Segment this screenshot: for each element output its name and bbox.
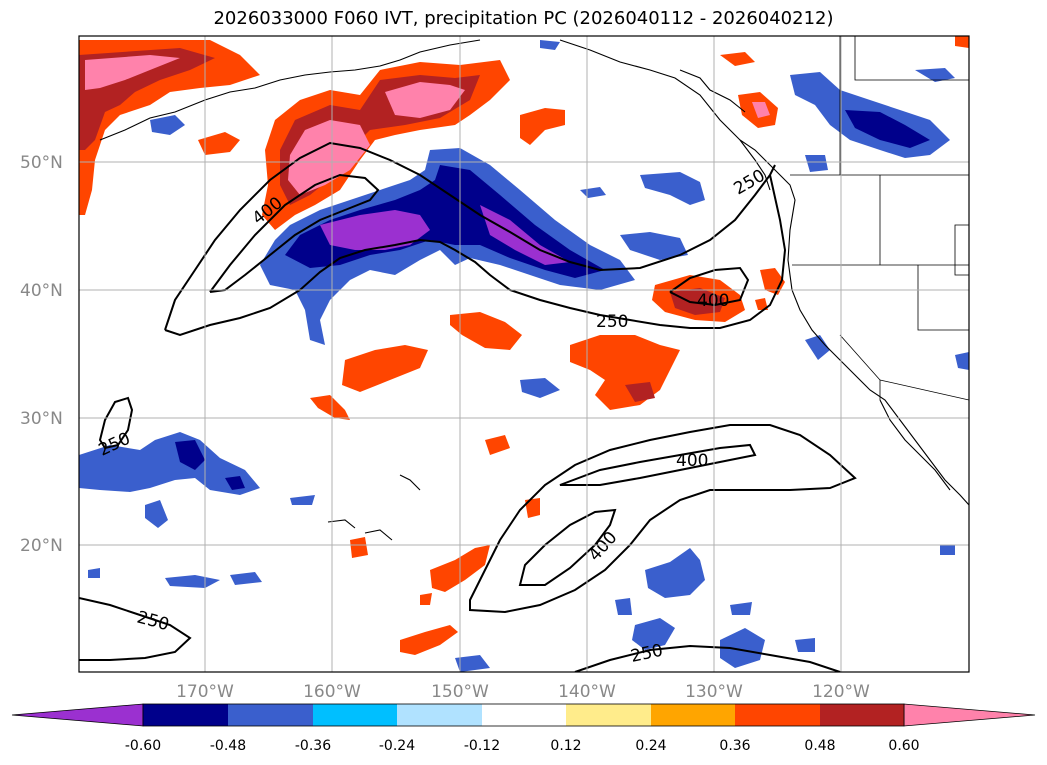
precip-warm-n4 [720, 52, 755, 66]
lon-label: 170°W [176, 682, 234, 702]
colorbar-tick: 0.36 [719, 738, 750, 754]
colorbar-bin [651, 704, 735, 726]
precip-cool-se8 [940, 545, 955, 555]
precip-cool-band-purple2 [480, 205, 570, 265]
colorbar-bin [228, 704, 313, 726]
lon-label: 140°W [558, 682, 616, 702]
precip-cool-sw5 [230, 572, 262, 585]
colorbar-tick: -0.36 [295, 738, 331, 754]
precip-cool-se1 [645, 548, 705, 598]
precip-cool-sw-dark2 [225, 476, 245, 490]
colorbar: -0.60 -0.48 -0.36 -0.24 -0.12 0.12 0.24 … [11, 703, 1036, 754]
contour-250-left [98, 396, 134, 450]
longitude-labels: 170°W 160°W 150°W 140°W 130°W 120°W [176, 682, 870, 702]
precip-warm-m5 [310, 395, 350, 420]
colorbar-tick: 0.12 [550, 738, 581, 754]
lon-label: 150°W [431, 682, 489, 702]
precip-warm-m8 [485, 435, 510, 455]
precip-cool-se5 [730, 602, 752, 615]
colorbar-extend-left [11, 703, 144, 727]
precip-cool-se6 [455, 655, 490, 672]
lat-label: 40°N [20, 281, 63, 301]
colorbar-tick: -0.60 [125, 738, 161, 754]
contour-label: 250 [596, 312, 628, 332]
colorbar-tick: 0.60 [888, 738, 919, 754]
contour-250-south [469, 424, 857, 614]
colorbar-extend-right [903, 703, 1036, 727]
precip-warm-m7 [755, 298, 768, 310]
precip-warm-north-center-pink [288, 120, 370, 195]
precip-warm-m1-dark [670, 288, 725, 315]
precip-cool-nc4 [620, 232, 688, 260]
precip-warm-s2 [400, 625, 458, 655]
colorbar-tick: 0.48 [804, 738, 835, 754]
precip-warm-n5 [955, 36, 969, 48]
colorbar-bin [820, 704, 904, 726]
colorbar-tick: -0.48 [210, 738, 246, 754]
precip-warm-n1 [520, 108, 565, 145]
precip-cool-sw3 [290, 495, 315, 505]
precip-warm-m3-dark [625, 382, 655, 402]
precip-cool-sw6 [88, 568, 100, 578]
precip-cool-se3 [632, 618, 675, 650]
lat-label: 20°N [20, 536, 63, 556]
precip-warm-s4 [350, 537, 368, 558]
contour-label: 400 [697, 291, 729, 311]
precip-cool-nc5 [540, 40, 560, 50]
precip-warm-s3 [525, 498, 540, 518]
precip-cool-sw4 [165, 575, 220, 588]
precip-cool-m3 [955, 352, 969, 370]
graticule [79, 36, 969, 672]
colorbar-bin [143, 704, 228, 726]
lat-label: 50°N [20, 153, 63, 173]
precip-cool-ne2 [915, 68, 955, 82]
precip-cool-sw [79, 432, 260, 495]
precip-cool-nc3 [640, 172, 705, 205]
lat-label: 30°N [20, 409, 63, 429]
precip-cool-sw-dark [175, 440, 205, 470]
colorbar-bin [313, 704, 397, 726]
map-frame [78, 35, 970, 673]
precip-warm-north-center-pink2 [385, 82, 465, 118]
colorbar-bin [397, 704, 482, 726]
contour-400-east [669, 266, 750, 307]
colorbar-tick: -0.12 [464, 738, 500, 754]
precip-cool-se4 [720, 628, 765, 668]
colorbar-outline [142, 703, 905, 727]
precip-cool-ne3 [805, 155, 828, 172]
political-borders [790, 36, 969, 401]
contour-400-south-upper [559, 443, 757, 486]
colorbar-bin [482, 704, 566, 726]
precip-warm-m2 [450, 312, 522, 350]
colorbar-bin [566, 704, 651, 726]
contour-400-south [518, 508, 617, 586]
map-title: 2026033000 F060 IVT, precipitation PC (2… [213, 8, 834, 29]
colorbar-tick: -0.24 [379, 738, 415, 754]
precip-cool-ne-dark [845, 110, 930, 148]
precip-cool-band-purple [320, 210, 430, 250]
contour-250-sw [79, 597, 192, 661]
contour-400-north [209, 173, 380, 293]
colorbar-bin [735, 704, 820, 726]
precip-warm-n3-pink [752, 102, 770, 118]
precip-warm-nw-pink [85, 55, 180, 90]
precip-cool-se2 [615, 598, 632, 615]
precip-cool-m2 [805, 335, 830, 360]
lon-label: 120°W [812, 682, 870, 702]
coastlines [99, 39, 969, 541]
lon-label: 130°W [685, 682, 743, 702]
precip-warm-s5 [420, 593, 432, 605]
colorbar-tick: 0.24 [635, 738, 666, 754]
precip-warm-m4 [342, 345, 428, 392]
lon-label: 160°W [303, 682, 361, 702]
contour-label: 400 [676, 451, 708, 471]
precip-warm-n2 [198, 132, 240, 155]
precip-cool-se7 [795, 638, 815, 652]
contour-250-bottom [574, 644, 841, 672]
precip-cool-m1 [520, 378, 560, 398]
precip-cool-sw2 [145, 500, 168, 528]
latitude-labels: 50°N 40°N 30°N 20°N [20, 153, 63, 556]
precip-cool-nc1 [150, 115, 185, 135]
